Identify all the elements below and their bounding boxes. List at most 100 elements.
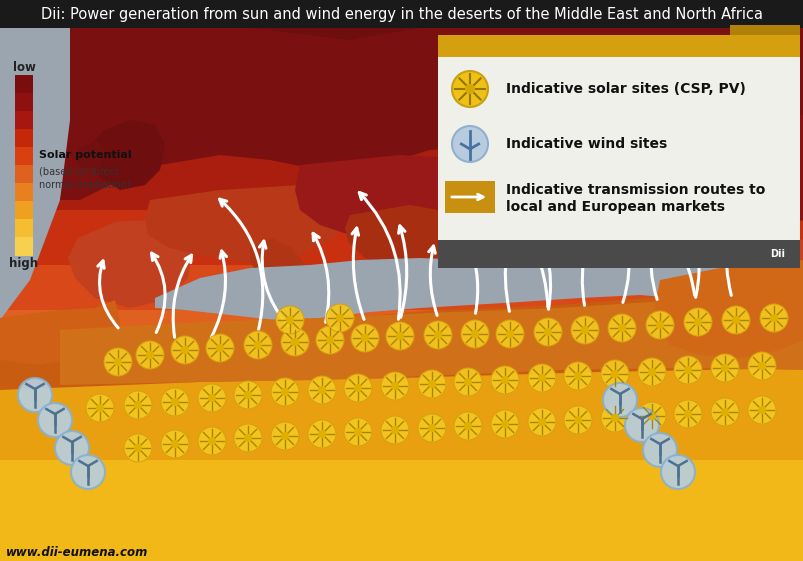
Bar (0, 210, 803, 265)
Polygon shape (0, 460, 803, 561)
Circle shape (491, 366, 519, 394)
Circle shape (573, 416, 581, 424)
Circle shape (318, 386, 325, 394)
Text: Dii: Power generation from sun and wind energy in the deserts of the Middle East: Dii: Power generation from sun and wind … (41, 7, 762, 21)
Polygon shape (90, 120, 165, 190)
Polygon shape (344, 205, 470, 272)
Circle shape (418, 414, 446, 442)
Circle shape (731, 316, 739, 324)
Circle shape (533, 318, 561, 346)
Circle shape (655, 321, 663, 329)
Bar (0, 345, 803, 380)
Circle shape (683, 366, 691, 374)
Circle shape (351, 324, 378, 352)
Text: Solar potential: Solar potential (39, 150, 132, 160)
Circle shape (316, 326, 344, 354)
Circle shape (353, 428, 361, 436)
Circle shape (610, 414, 618, 422)
Text: Indicative transmission routes to: Indicative transmission routes to (505, 183, 764, 197)
Circle shape (454, 412, 482, 440)
Text: Indicative solar sites (CSP, PV): Indicative solar sites (CSP, PV) (505, 82, 745, 96)
Circle shape (344, 374, 372, 402)
Bar (444, 181, 495, 213)
Circle shape (243, 331, 271, 359)
Circle shape (673, 400, 701, 428)
Circle shape (647, 412, 655, 420)
Circle shape (495, 320, 524, 348)
Circle shape (491, 410, 519, 438)
Bar (438, 240, 799, 268)
Circle shape (607, 314, 635, 342)
Circle shape (281, 388, 288, 396)
Circle shape (271, 422, 299, 450)
Circle shape (601, 404, 628, 432)
Polygon shape (145, 185, 360, 265)
Circle shape (171, 398, 179, 406)
Circle shape (673, 356, 701, 384)
Polygon shape (155, 248, 803, 320)
Circle shape (281, 328, 308, 356)
Circle shape (353, 384, 361, 392)
Text: Indicative wind sites: Indicative wind sites (505, 137, 666, 151)
Text: local and European markets: local and European markets (505, 200, 724, 214)
Circle shape (423, 321, 451, 349)
Polygon shape (60, 28, 803, 200)
Circle shape (124, 391, 152, 419)
Circle shape (308, 420, 336, 448)
Circle shape (747, 352, 775, 380)
Bar (15, 129, 33, 148)
Circle shape (660, 455, 694, 489)
Bar (15, 93, 33, 112)
Bar (729, 25, 799, 35)
Circle shape (396, 332, 403, 340)
Circle shape (720, 408, 728, 416)
Bar (15, 165, 33, 183)
Circle shape (344, 418, 372, 446)
Text: (based on direct: (based on direct (39, 166, 119, 176)
Bar (0, 410, 803, 445)
Circle shape (86, 394, 114, 422)
Circle shape (602, 383, 636, 417)
Text: low: low (13, 61, 35, 73)
Circle shape (647, 368, 655, 376)
Circle shape (161, 430, 189, 458)
Circle shape (254, 341, 262, 349)
Polygon shape (507, 226, 694, 255)
Polygon shape (68, 220, 192, 308)
Circle shape (55, 431, 89, 465)
Circle shape (18, 378, 52, 412)
Circle shape (38, 403, 72, 437)
Circle shape (610, 370, 618, 378)
Circle shape (336, 314, 344, 322)
Circle shape (206, 334, 234, 362)
Circle shape (642, 433, 676, 467)
Circle shape (601, 360, 628, 388)
Circle shape (505, 330, 513, 338)
Polygon shape (470, 110, 803, 255)
Circle shape (710, 354, 738, 382)
Polygon shape (0, 300, 120, 365)
Circle shape (528, 364, 556, 392)
Text: high: high (10, 256, 39, 269)
Circle shape (104, 348, 132, 376)
Circle shape (136, 341, 164, 369)
Circle shape (390, 382, 398, 390)
Circle shape (281, 432, 288, 440)
Circle shape (71, 455, 105, 489)
Bar (0, 150, 803, 210)
Circle shape (769, 314, 777, 322)
Circle shape (134, 444, 142, 452)
Bar (15, 183, 33, 201)
Polygon shape (60, 292, 803, 385)
Bar (15, 75, 33, 94)
Circle shape (243, 434, 251, 442)
Circle shape (710, 398, 738, 426)
Circle shape (757, 362, 765, 370)
Circle shape (645, 311, 673, 339)
Polygon shape (707, 220, 747, 272)
Polygon shape (250, 238, 312, 325)
Circle shape (693, 318, 701, 326)
Circle shape (463, 422, 471, 430)
Circle shape (198, 384, 226, 412)
Circle shape (361, 334, 369, 342)
